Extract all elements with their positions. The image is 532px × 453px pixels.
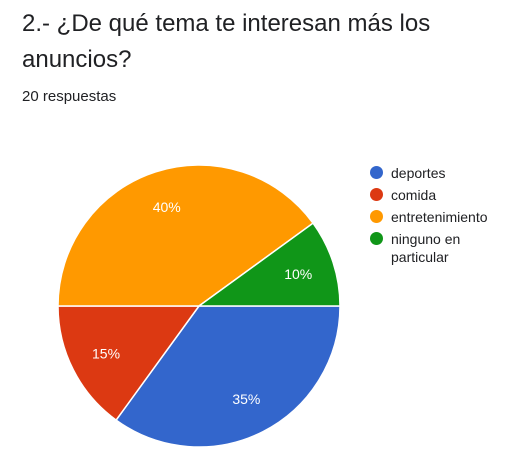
legend-item-ninguno-en-particular[interactable]: ninguno en particular (370, 230, 530, 266)
legend-swatch (370, 166, 383, 179)
legend-item-comida[interactable]: comida (370, 186, 530, 204)
slice-label-entretenimiento: 40% (153, 199, 181, 215)
slice-label-deportes: 35% (232, 391, 260, 407)
legend-swatch (370, 188, 383, 201)
legend-item-deportes[interactable]: deportes (370, 164, 530, 182)
legend-swatch (370, 210, 383, 223)
legend-swatch (370, 232, 383, 245)
slice-label-comida: 15% (92, 345, 120, 361)
legend-label: entretenimiento (391, 208, 521, 226)
legend-label: deportes (391, 164, 521, 182)
legend-label: ninguno en particular (391, 230, 521, 266)
slice-label-ninguno-en-particular: 10% (284, 266, 312, 282)
legend-item-entretenimiento[interactable]: entretenimiento (370, 208, 530, 226)
legend-label: comida (391, 186, 521, 204)
legend: deportes comida entretenimiento ninguno en … (370, 164, 530, 270)
